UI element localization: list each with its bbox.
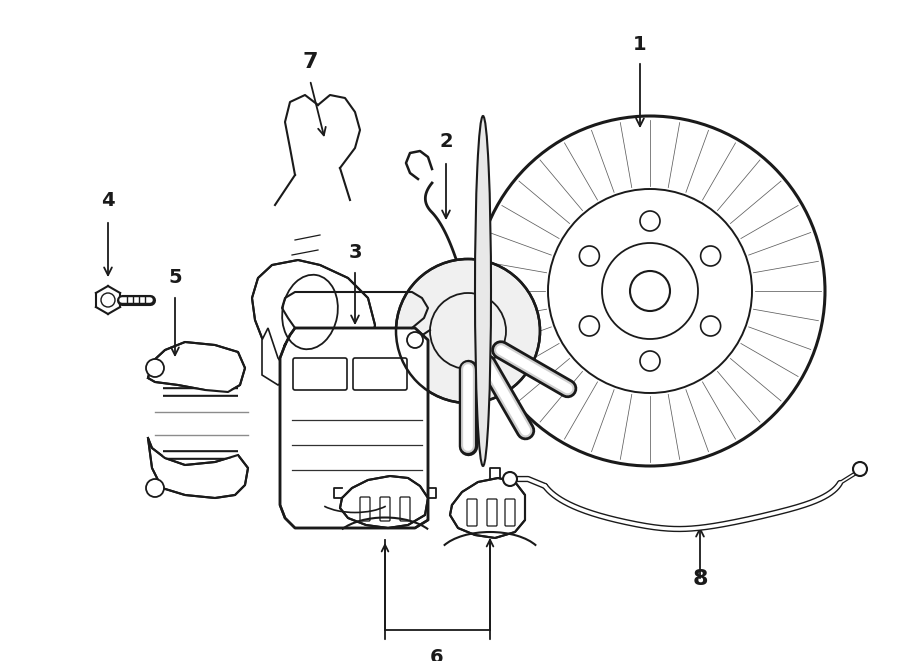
Circle shape <box>146 479 164 497</box>
Circle shape <box>146 359 164 377</box>
Circle shape <box>580 246 599 266</box>
Polygon shape <box>340 476 428 528</box>
Text: 8: 8 <box>692 569 707 589</box>
Polygon shape <box>148 438 248 498</box>
Circle shape <box>630 271 670 311</box>
Text: 2: 2 <box>439 132 453 151</box>
Polygon shape <box>450 478 525 538</box>
Text: 5: 5 <box>168 268 182 287</box>
Circle shape <box>503 472 517 486</box>
Polygon shape <box>262 328 285 385</box>
Polygon shape <box>280 328 428 528</box>
Text: 6: 6 <box>430 648 444 661</box>
Text: 1: 1 <box>634 35 647 54</box>
Circle shape <box>396 259 540 403</box>
Polygon shape <box>148 342 245 392</box>
Circle shape <box>700 316 721 336</box>
Text: 3: 3 <box>348 243 362 262</box>
Text: 7: 7 <box>302 52 318 72</box>
Polygon shape <box>252 260 375 385</box>
Circle shape <box>407 332 423 348</box>
Circle shape <box>853 462 867 476</box>
Circle shape <box>640 351 660 371</box>
Circle shape <box>640 211 660 231</box>
Text: 4: 4 <box>101 191 115 210</box>
Circle shape <box>700 246 721 266</box>
Ellipse shape <box>475 116 491 466</box>
Circle shape <box>580 316 599 336</box>
